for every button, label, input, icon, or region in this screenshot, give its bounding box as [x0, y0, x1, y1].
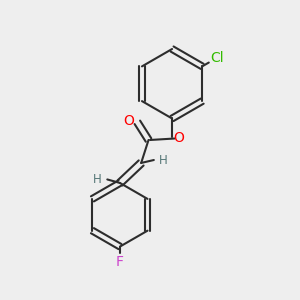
Text: F: F	[116, 255, 124, 269]
Text: H: H	[159, 154, 168, 166]
Text: Cl: Cl	[210, 51, 224, 65]
Text: O: O	[173, 130, 184, 145]
Text: H: H	[93, 173, 102, 186]
Text: O: O	[124, 114, 134, 128]
